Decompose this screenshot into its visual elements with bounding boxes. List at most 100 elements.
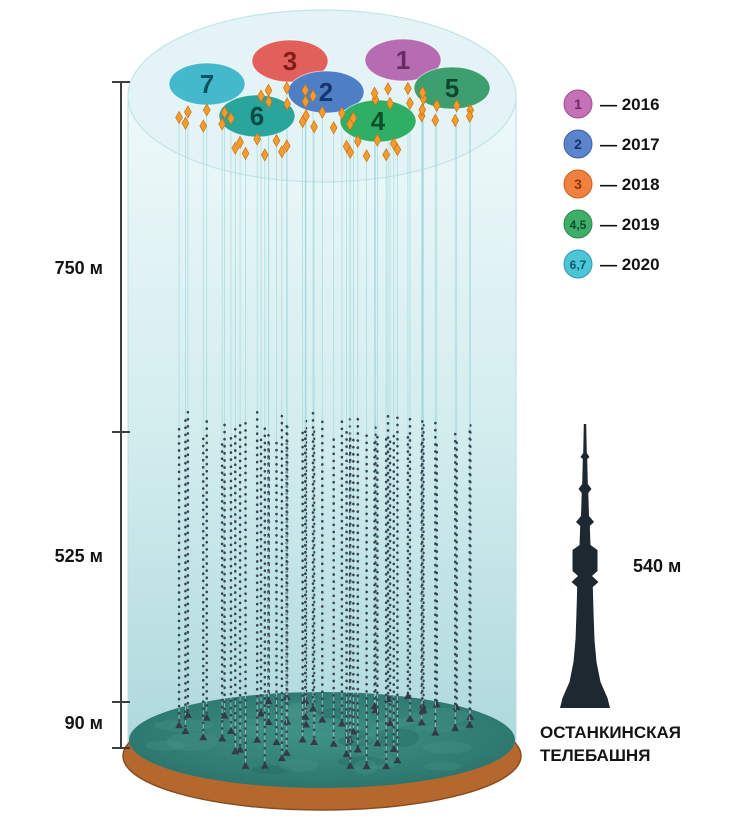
legend-num-2: 2 <box>574 136 582 152</box>
legend-swatch-67 <box>563 249 593 279</box>
depth-label-90: 90 м <box>65 713 103 733</box>
buoy-icon <box>241 146 250 161</box>
buoy-icon <box>406 96 414 110</box>
anchor-icon <box>393 756 402 764</box>
anchor-icon <box>346 761 355 769</box>
anchor-icon <box>260 761 269 769</box>
buoy-icon <box>202 103 211 117</box>
bed-texture-spot <box>284 703 319 721</box>
buoy-icon <box>346 117 354 131</box>
anchor-icon <box>183 710 192 718</box>
anchor-icon <box>301 712 310 720</box>
buoy-icon <box>354 134 362 149</box>
anchor-icon <box>220 711 229 719</box>
anchor-icon <box>308 704 317 712</box>
anchor-icon <box>389 744 398 752</box>
bed-texture-spot <box>313 721 336 729</box>
cluster-label-1: 1 <box>364 38 442 82</box>
buoys-layer <box>175 81 475 163</box>
tower-caption-line2: ТЕЛЕБАШНЯ <box>540 746 650 765</box>
anchor-icon <box>283 717 292 725</box>
buoy-icon <box>231 141 240 155</box>
cluster-number-5: 5 <box>445 73 459 103</box>
bed-texture-spot <box>288 701 307 718</box>
buoy-icon <box>253 132 261 146</box>
buoy-icon <box>282 139 291 153</box>
legend-item-2017: 2 — 2017 <box>563 129 660 159</box>
buoy-icon <box>465 109 474 123</box>
anchor-icon <box>417 718 426 726</box>
cluster-number-4: 4 <box>371 106 386 136</box>
cluster-number-7: 7 <box>200 69 214 99</box>
buoy-icon <box>283 97 291 111</box>
buoy-icon <box>373 133 382 147</box>
buoy-icon <box>264 94 273 109</box>
legend-year-2018: — 2018 <box>600 175 660 194</box>
cluster-6-strings <box>231 144 291 769</box>
bed-texture-spot <box>250 765 293 774</box>
tower-caption-line1: ОСТАНКИНСКАЯ <box>540 723 681 742</box>
buoy-icon <box>199 119 208 133</box>
legend-swatch-1 <box>563 89 593 119</box>
buoy-icon <box>175 110 183 125</box>
anchor-icon <box>362 762 371 770</box>
buoy-icon <box>283 81 291 95</box>
anchor-icon <box>302 720 311 728</box>
anchor-icon <box>337 719 346 727</box>
legend-num-67: 6,7 <box>570 258 587 272</box>
cluster-5-buoys <box>417 98 475 128</box>
legend-year-2020: — 2020 <box>600 255 660 274</box>
cluster-7-strings <box>175 115 235 742</box>
buoy-icon <box>227 111 235 126</box>
cluster-number-2: 2 <box>319 77 333 107</box>
cluster-7-buoys <box>175 103 235 133</box>
anchor-icon <box>403 692 412 700</box>
anchor-icon <box>353 745 362 753</box>
ostankino-tower: 540 м ОСТАНКИНСКАЯ ТЕЛЕБАШНЯ <box>540 424 681 765</box>
anchor-icon <box>431 728 440 736</box>
legend-num-1: 1 <box>574 96 582 112</box>
anchor-icon <box>218 734 227 742</box>
buoy-icon <box>370 86 379 100</box>
bed-texture-spot <box>422 741 472 754</box>
anchor-icon <box>349 727 358 735</box>
tower-silhouette <box>560 424 610 708</box>
anchor-icon <box>329 739 338 747</box>
bed-texture-spot <box>153 718 214 732</box>
legend-num-45: 4,5 <box>570 218 587 232</box>
anchor-icon <box>451 724 460 732</box>
legend-item-2020: 6,7 — 2020 <box>563 249 660 279</box>
anchor-icon <box>181 727 190 735</box>
anchor-icon <box>226 726 235 734</box>
cluster-number-3: 3 <box>283 46 297 76</box>
buoy-icon <box>264 83 273 98</box>
anchor-icon <box>342 750 351 758</box>
buoy-icon <box>310 120 318 134</box>
anchor-icon <box>373 739 382 747</box>
anchor-icon <box>264 697 273 705</box>
anchor-icon <box>418 706 427 714</box>
legend-year-2017: — 2017 <box>600 135 660 154</box>
buoy-icon <box>362 149 371 163</box>
anchor-icon <box>386 719 395 727</box>
cluster-label-3: 3 <box>251 39 329 83</box>
anchor-icon <box>277 754 286 762</box>
buoy-icon <box>318 105 327 119</box>
anchor-icon <box>310 738 319 746</box>
cluster-ellipse-3 <box>251 39 329 83</box>
cluster-4-strings <box>342 145 402 770</box>
anchor-icon <box>257 709 266 717</box>
buoy-icon <box>384 82 392 96</box>
buoy-icon <box>302 109 310 123</box>
depth-scale <box>112 81 130 749</box>
anchor-icon <box>282 748 291 756</box>
anchor-icon <box>432 700 441 708</box>
buoy-icon <box>382 147 390 162</box>
buoy-icon <box>218 117 226 131</box>
buoy-icon <box>181 116 190 130</box>
anchor-icon <box>241 761 250 769</box>
bed-texture-spot <box>243 725 265 739</box>
bed-texture-spot <box>415 724 467 732</box>
cluster-number-1: 1 <box>396 45 410 75</box>
anchor-icon <box>382 762 391 770</box>
